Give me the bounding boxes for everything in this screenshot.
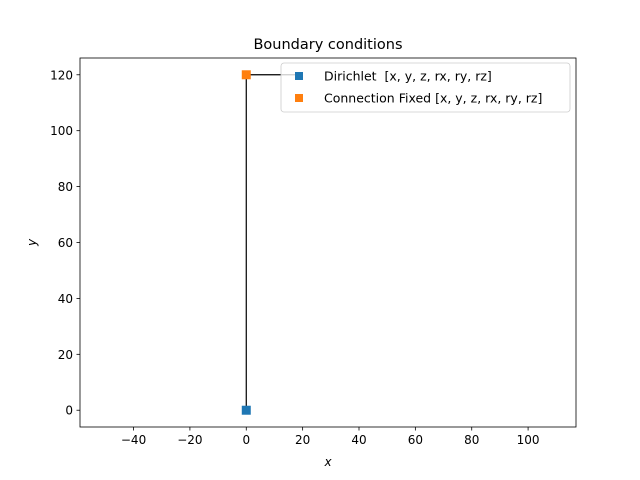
x-tick-label: 100 [517,433,540,447]
legend-label-connection-fixed: Connection Fixed [x, y, z, rx, ry, rz] [324,91,542,106]
x-tick-label: 60 [408,433,423,447]
y-tick-label: 0 [65,404,73,418]
x-tick-label: −20 [177,433,202,447]
y-tick-label: 100 [50,124,73,138]
x-tick-label: −40 [121,433,146,447]
legend-label-dirichlet: Dirichlet [x, y, z, rx, ry, rz] [324,69,492,84]
plot-area [241,70,303,415]
y-tick-label: 60 [58,236,73,250]
x-axis-label: x [323,455,332,469]
structure-line [245,74,303,411]
y-tick-label: 80 [58,180,73,194]
x-axis-ticks: −40 −20 0 20 40 60 80 100 [121,427,540,447]
y-axis-ticks: 0 20 40 60 80 100 120 [50,68,80,418]
plot-frame [79,57,577,428]
y-tick-label: 120 [50,68,73,82]
x-tick-label: 0 [242,433,250,447]
x-tick-label: 40 [351,433,366,447]
connection-fixed-marker [241,70,251,80]
x-tick-label: 20 [295,433,310,447]
legend-marker-dirichlet [295,72,303,80]
dirichlet-marker [241,405,251,415]
chart-title: Boundary conditions [253,37,402,53]
legend-box [280,62,571,113]
legend-marker-connection-fixed [295,94,303,102]
legend: Dirichlet [x, y, z, rx, ry, rz] Connecti… [280,62,571,113]
y-axis-label: y [25,238,39,247]
y-tick-label: 40 [58,292,73,306]
x-tick-label: 80 [464,433,479,447]
y-tick-label: 20 [58,348,73,362]
